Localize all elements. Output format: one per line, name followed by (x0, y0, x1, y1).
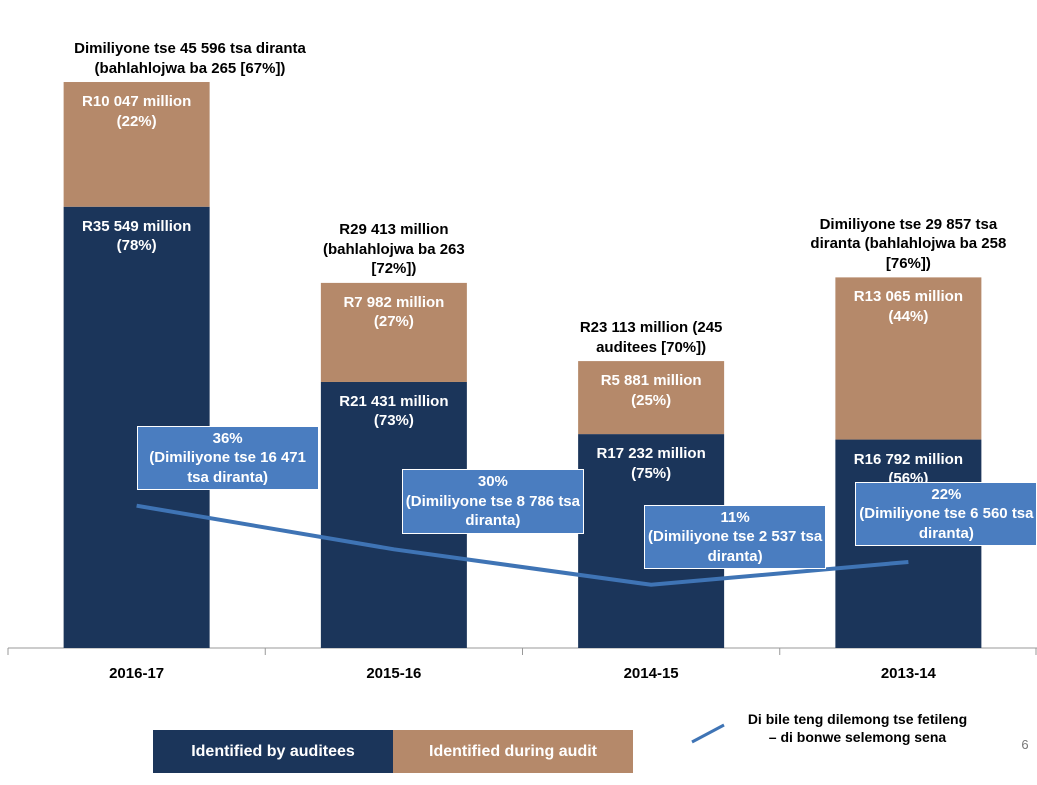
bar-segment (578, 361, 725, 435)
legend-label: Identified by auditees (191, 743, 355, 760)
bar-segment (63, 82, 210, 207)
bar-segment (320, 282, 467, 382)
bar-value-label: R35 549 million (78%) (82, 217, 192, 255)
legend-label: Identified during audit (429, 743, 597, 760)
bar-segment (835, 277, 982, 440)
bar-value-label: R21 431 million (73%) (339, 392, 449, 430)
line-value-box: 22% (Dimiliyone tse 6 560 tsa diranta) (855, 481, 1037, 547)
legend-label: Di bile teng dilemong tse fetileng – di … (747, 711, 968, 746)
x-tick-label: 2015-16 (366, 665, 422, 682)
x-tick-label: 2016-17 (109, 665, 165, 682)
total-label: R23 113 million (245 auditees [70%]) (579, 319, 723, 356)
x-tick-label: 2013-14 (880, 665, 936, 682)
bar-value-label: R7 982 million (27%) (343, 293, 445, 331)
line-value-label: (Dimiliyone tse 6 560 tsa diranta) (859, 505, 1034, 542)
legend-line (691, 723, 725, 744)
legend-swatch (393, 730, 633, 773)
total-label: R29 413 million (bahlahlojwa ba 263 [72%… (323, 221, 465, 278)
x-tick-label: 2014-15 (623, 665, 679, 682)
line-value-label: 30% (477, 473, 508, 491)
line-value-box: 11% (Dimiliyone tse 2 537 tsa diranta) (644, 504, 827, 570)
page-number: 6 (1021, 737, 1029, 752)
line-value-box: 30% (Dimiliyone tse 8 786 tsa diranta) (401, 469, 584, 534)
line-value-label: (Dimiliyone tse 16 471 tsa diranta) (149, 449, 306, 486)
line-series (136, 503, 909, 587)
line-value-label: 36% (212, 429, 243, 447)
line-value-label: 11% (720, 508, 750, 526)
total-label: Dimiliyone tse 45 596 tsa diranta (bahla… (74, 40, 306, 77)
bar-value-label: R10 047 million (22%) (82, 93, 192, 130)
line-value-label: (Dimiliyone tse 2 537 tsa diranta) (648, 528, 823, 565)
line-value-label: (Dimiliyone tse 8 786 tsa diranta) (405, 492, 580, 530)
line-value-label: 22% (931, 485, 962, 503)
bar-value-label: R5 881 million (25%) (600, 372, 702, 409)
legend-swatch (153, 730, 393, 773)
bar-value-label: R17 232 million (75%) (596, 445, 706, 482)
line-value-box: 36% (Dimiliyone tse 16 471 tsa diranta) (136, 425, 319, 491)
bar-value-label: R13 065 million (44%) (853, 288, 963, 325)
total-label: Dimiliyone tse 29 857 tsa diranta (bahla… (810, 215, 1007, 272)
